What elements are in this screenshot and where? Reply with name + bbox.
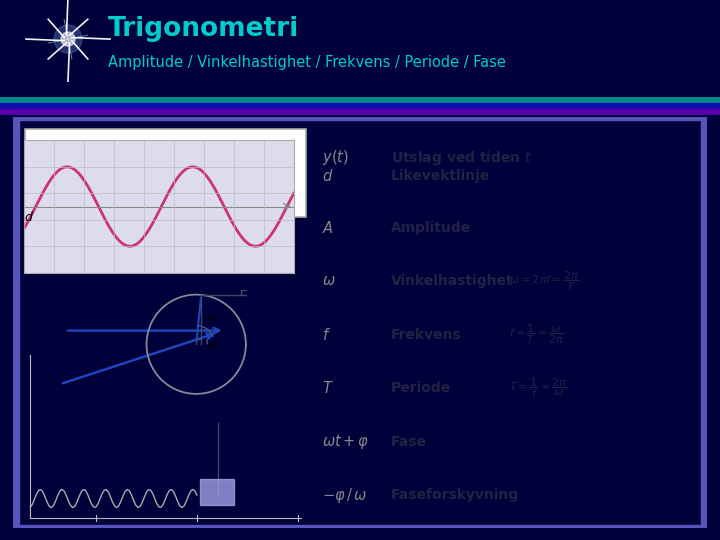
Text: Amplitude: Amplitude — [391, 221, 472, 235]
Text: $\omega t$: $\omega t$ — [203, 312, 220, 323]
Text: $\omega$: $\omega$ — [322, 274, 336, 288]
Bar — [200, 479, 234, 505]
Text: Faseforskyvning: Faseforskyvning — [391, 488, 519, 502]
Text: Trigonometri: Trigonometri — [108, 16, 300, 42]
Text: $d$: $d$ — [24, 210, 35, 224]
Bar — [0, 109, 720, 115]
Bar — [13, 525, 707, 528]
Bar — [701, 117, 707, 528]
Text: $T$: $T$ — [322, 380, 333, 396]
Text: $\omega = 2\pi f = \dfrac{2\pi}{T}$: $\omega = 2\pi f = \dfrac{2\pi}{T}$ — [509, 269, 580, 293]
Circle shape — [61, 32, 75, 46]
Bar — [0, 97, 720, 103]
FancyBboxPatch shape — [24, 129, 306, 218]
Text: $f$: $f$ — [322, 327, 330, 343]
Text: Periode: Periode — [391, 381, 451, 395]
Text: Amplitude / Vinkelhastighet / Frekvens / Periode / Fase: Amplitude / Vinkelhastighet / Frekvens /… — [108, 55, 506, 70]
Bar — [0, 103, 720, 109]
Text: Utslag ved tiden $t$: Utslag ved tiden $t$ — [391, 149, 533, 167]
Text: $\omega t + \varphi$: $\omega t + \varphi$ — [322, 432, 369, 451]
Circle shape — [54, 25, 82, 53]
Text: Likevektlinje: Likevektlinje — [391, 170, 490, 183]
Text: $T = \dfrac{1}{f} = \dfrac{2\pi}{\omega}$: $T = \dfrac{1}{f} = \dfrac{2\pi}{\omega}… — [509, 376, 568, 400]
Text: $A$: $A$ — [322, 220, 333, 236]
Text: $y(t) = A\sin(\omega t + \varphi) + d$: $y(t) = A\sin(\omega t + \varphi) + d$ — [81, 164, 250, 183]
Text: Vinkelhastighet: Vinkelhastighet — [391, 274, 514, 288]
Bar — [13, 117, 19, 528]
Text: Fase: Fase — [391, 435, 427, 449]
Text: $y(t)$: $y(t)$ — [322, 148, 348, 167]
Text: $d$: $d$ — [322, 168, 333, 184]
Bar — [13, 117, 707, 120]
Text: $-\varphi\,/\,\omega$: $-\varphi\,/\,\omega$ — [322, 485, 367, 505]
Text: Frekvens: Frekvens — [391, 328, 462, 342]
Text: $\varphi$: $\varphi$ — [209, 339, 217, 350]
Text: $f = \dfrac{1}{T} = \dfrac{\omega}{2\pi}$: $f = \dfrac{1}{T} = \dfrac{\omega}{2\pi}… — [509, 323, 565, 347]
